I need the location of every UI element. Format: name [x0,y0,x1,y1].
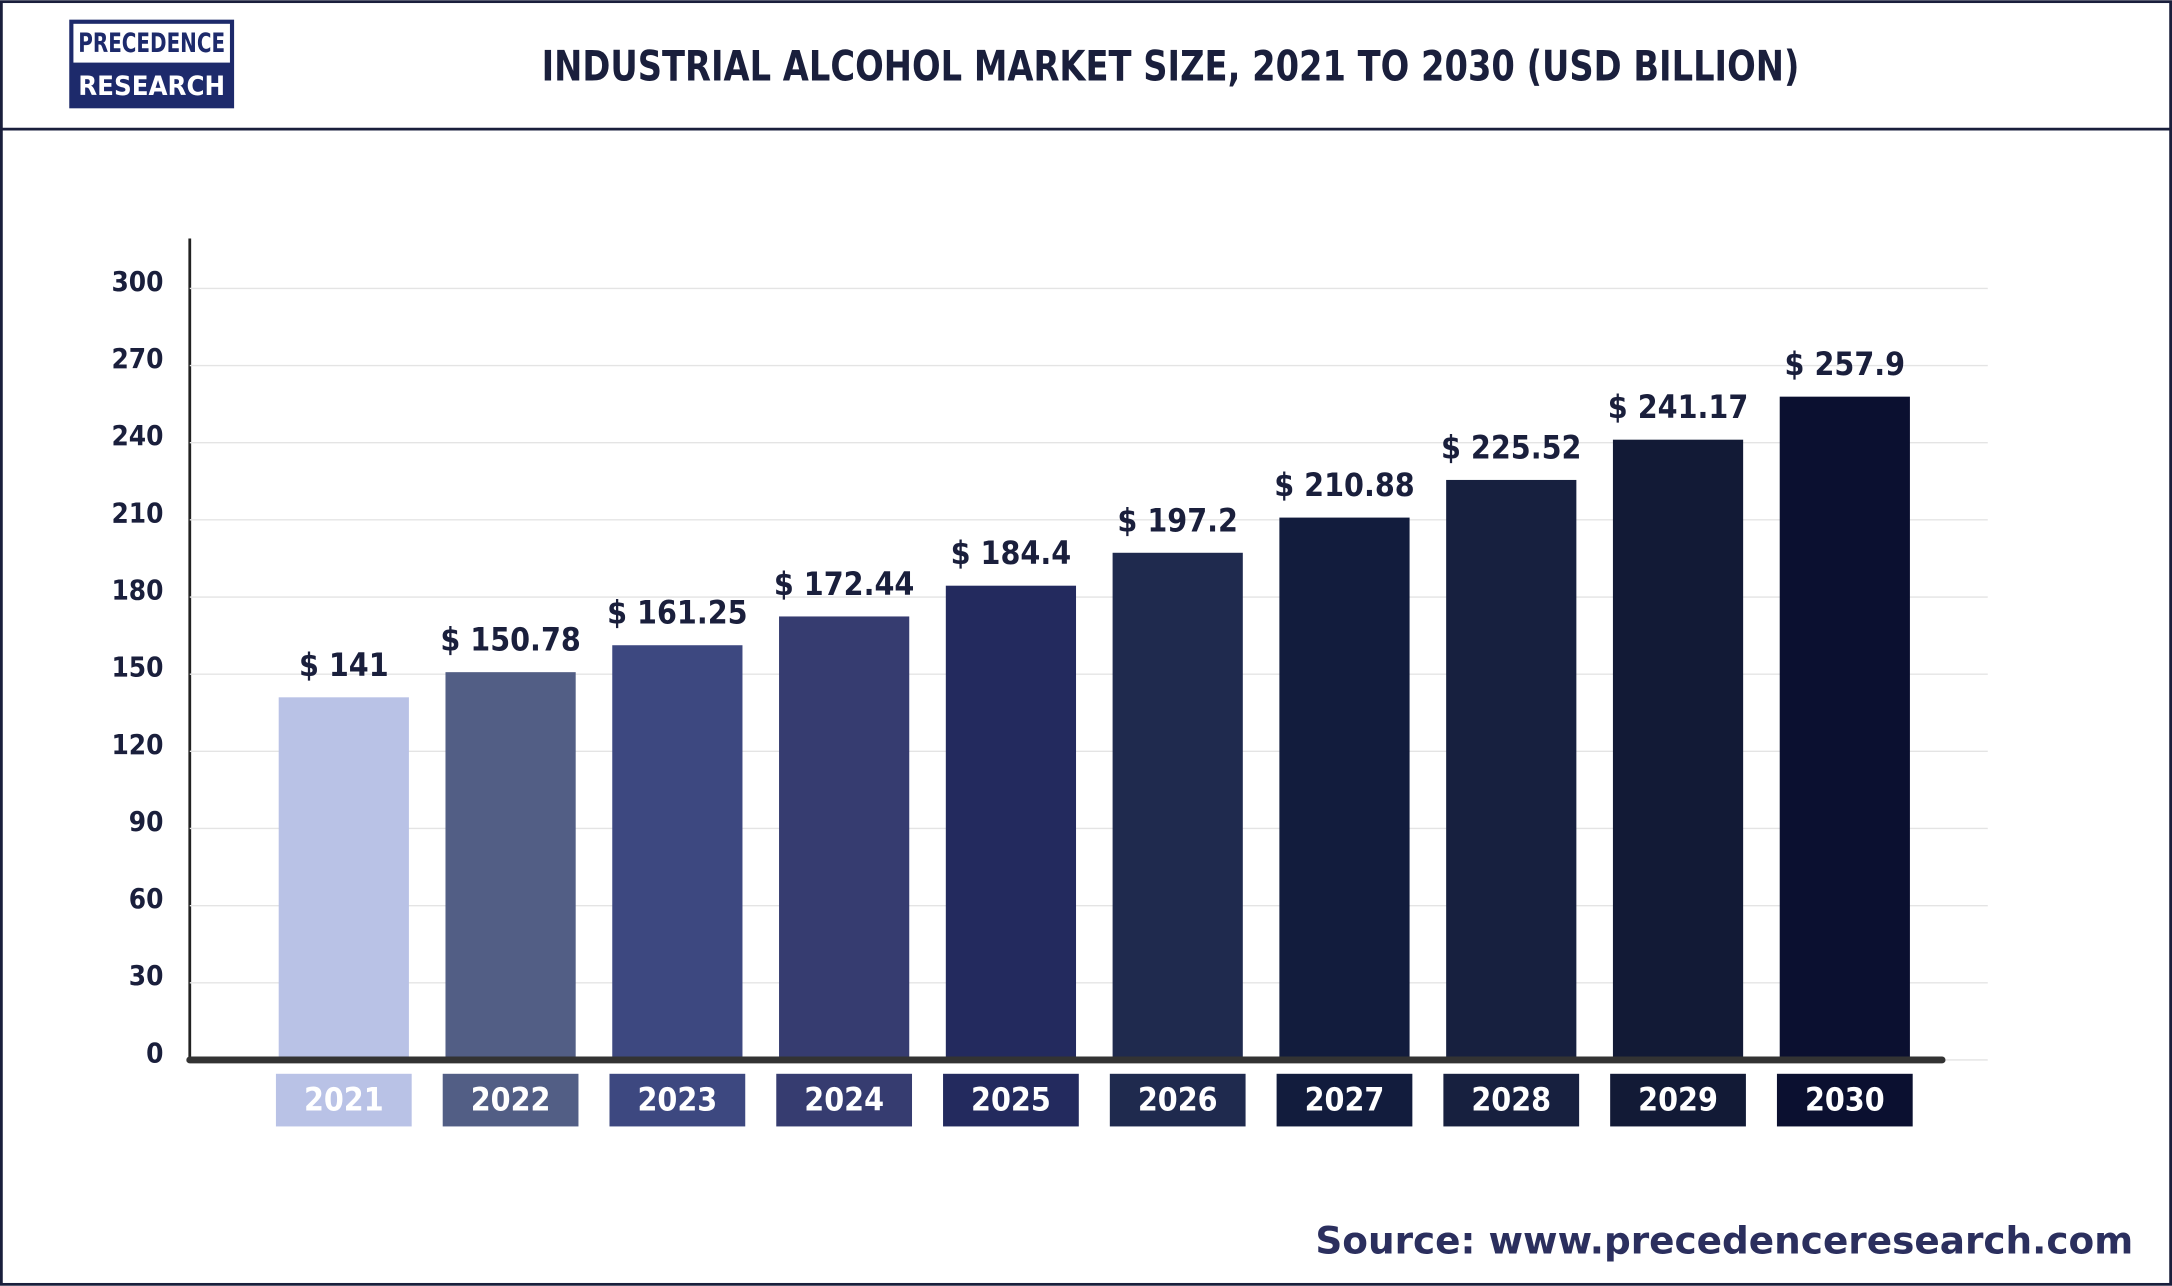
bar [1779,396,1910,1060]
bar [278,697,409,1060]
bar [1112,552,1243,1060]
x-tick-label: 2021 [304,1081,384,1119]
category-box [1276,1073,1413,1127]
bar [1446,479,1577,1060]
y-tick-label: 240 [111,419,163,452]
category-box [1443,1073,1580,1127]
bar [1612,439,1744,1060]
category-box [943,1073,1079,1127]
logo-top [73,23,230,63]
category-box [1109,1073,1246,1127]
value-label: $ 161.25 [607,594,747,632]
category-box [442,1073,579,1127]
value-label: $ 150.78 [440,621,580,659]
y-tick-label: 300 [111,265,163,298]
category-box [1776,1073,1913,1127]
category-box [275,1073,412,1127]
y-tick-label: 30 [129,959,164,992]
bar [445,672,576,1060]
category-box [1610,1073,1746,1127]
y-tick-label: 210 [111,496,163,529]
x-tick-label: 2022 [471,1081,551,1119]
x-tick-label: 2026 [1138,1081,1218,1119]
y-tick-label: 120 [111,728,163,761]
value-label: $ 257.9 [1785,345,1906,383]
x-tick-label: 2023 [637,1081,717,1119]
value-label: $ 241.17 [1608,388,1748,426]
y-tick-label: 60 [129,882,164,915]
value-label: $ 225.52 [1441,428,1581,466]
bar [612,645,743,1060]
x-tick-label: 2029 [1638,1081,1718,1119]
category-box [609,1073,746,1127]
value-label: $ 184.4 [951,534,1072,572]
x-tick-label: 2030 [1805,1081,1885,1119]
x-tick-label: 2027 [1305,1081,1385,1119]
y-tick-label: 180 [111,573,163,606]
chart-title: INDUSTRIAL ALCOHOL MARKET SIZE, 2021 TO … [542,42,1800,91]
value-label: $ 172.44 [774,565,914,603]
bar [945,585,1077,1060]
logo-text: RESEARCH [78,72,225,102]
x-tick-label: 2024 [804,1081,884,1119]
y-tick-label: 270 [111,342,163,375]
value-label: $ 141 [299,646,389,684]
bar [1279,517,1410,1060]
bar [779,616,910,1060]
value-label: $ 197.2 [1117,501,1238,539]
source: Source: www.precedenceresearch.com [1315,1218,2133,1262]
x-tick-label: 2025 [971,1081,1051,1119]
category-box [776,1073,913,1127]
value-label: $ 210.88 [1274,466,1414,504]
y-tick-label: 150 [111,651,163,684]
y-tick-label: 0 [146,1036,163,1069]
x-tick-label: 2028 [1471,1081,1551,1119]
y-tick-label: 90 [129,805,164,838]
logo-text: PRECEDENCE [78,29,225,59]
